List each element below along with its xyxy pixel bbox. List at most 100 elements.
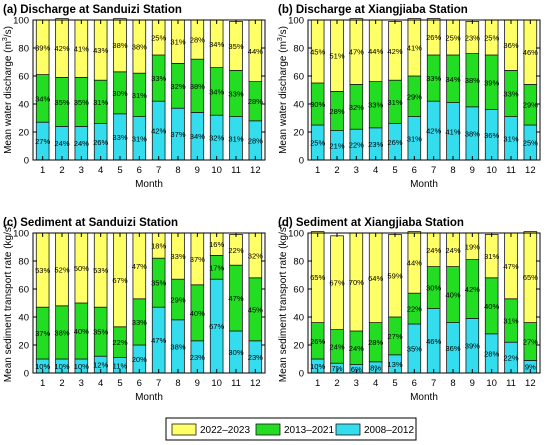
data-label: 13%	[387, 360, 402, 369]
y-axis-label-text: Mean sediment transport rate (kg/s)	[278, 224, 289, 382]
bar-segment	[407, 18, 422, 77]
data-label: 23%	[248, 353, 263, 362]
legend-label: 2008–2012	[364, 425, 414, 436]
data-label: 64%	[368, 274, 383, 283]
x-tick-label: 11	[506, 165, 516, 176]
data-label: 38%	[190, 82, 205, 91]
data-label: 67%	[209, 322, 224, 331]
y-tick-label: 20	[18, 341, 29, 352]
chart-panel-3: (c) Sediment at Sanduizi Station 10% 37% 5 3…	[3, 217, 266, 403]
legend-swatch	[255, 423, 281, 436]
data-label: 34%	[35, 94, 50, 103]
y-tick-label: 20	[18, 128, 29, 139]
data-label: 33%	[368, 101, 383, 110]
y-tick-label: 80	[18, 257, 29, 268]
x-tick-label: 4	[98, 378, 103, 389]
data-label: 22%	[407, 305, 422, 314]
legend-label: 2013–2021	[284, 425, 334, 436]
data-label: 28%	[190, 36, 205, 45]
data-label: 23%	[465, 34, 480, 43]
data-label: 38%	[132, 43, 147, 52]
chart-title: (c) Sediment at Sanduizi Station	[3, 217, 178, 229]
x-tick-label: 5	[392, 378, 397, 389]
data-label: 32%	[248, 251, 263, 260]
data-label: 44%	[407, 258, 422, 267]
data-label: 26%	[310, 337, 325, 346]
x-tick-label: 4	[373, 165, 378, 176]
x-tick-label: 3	[79, 378, 84, 389]
plot-frame	[307, 19, 541, 161]
data-label: 38%	[54, 328, 69, 337]
bar-segment	[113, 18, 127, 73]
data-label: 40%	[74, 327, 89, 336]
x-tick-label: 6	[137, 165, 142, 176]
x-tick-label: 9	[470, 165, 475, 176]
x-tick-label: 12	[250, 378, 261, 389]
data-label: 47%	[151, 336, 166, 345]
y-axis-label-text: Mean water discharge (m	[278, 41, 289, 154]
data-label: 19%	[465, 242, 480, 251]
data-label: 32%	[170, 82, 185, 91]
data-label: 33%	[228, 90, 243, 99]
data-label: 10%	[54, 362, 69, 371]
data-label: 65%	[523, 273, 538, 282]
x-tick-label: 8	[175, 165, 180, 176]
data-label: 30%	[228, 348, 243, 357]
y-tick-label: 60	[18, 72, 29, 83]
data-label: 31%	[407, 134, 422, 143]
x-tick-label: 3	[354, 165, 359, 176]
plot-frame	[307, 232, 541, 374]
data-label: 27%	[387, 332, 402, 341]
y-axis-label-superscript: 3	[277, 37, 284, 41]
x-tick-label: 6	[412, 165, 417, 176]
data-label: 35%	[228, 42, 243, 51]
data-label: 33%	[132, 318, 147, 327]
data-label: 47%	[228, 294, 243, 303]
data-label: 32%	[209, 134, 224, 143]
x-tick-label: 7	[156, 378, 161, 389]
y-tick-label: 60	[293, 285, 304, 296]
data-label: 47%	[503, 262, 518, 271]
data-label: 36%	[484, 131, 499, 140]
data-label: 43%	[93, 46, 108, 55]
x-tick-label: 7	[156, 165, 161, 176]
plot-frame	[32, 19, 266, 161]
y-tick-label: 20	[293, 341, 304, 352]
legend: 2022–2023 2013–2021 2008–2012	[165, 417, 417, 441]
data-label: 46%	[523, 48, 538, 57]
data-label: 42%	[387, 47, 402, 56]
data-label: 35%	[151, 279, 166, 288]
x-tick-label: 5	[392, 165, 397, 176]
data-label: 25%	[484, 34, 499, 43]
data-label: 38%	[112, 41, 127, 50]
data-label: 33%	[151, 74, 166, 83]
data-label: 35%	[407, 345, 422, 354]
data-label: 59%	[387, 272, 402, 281]
data-label: 35%	[74, 98, 89, 107]
data-label: 33%	[426, 74, 441, 83]
data-label: 32%	[349, 103, 364, 112]
data-label: 33%	[503, 90, 518, 99]
data-label: 22%	[228, 246, 243, 255]
data-label: 16%	[209, 240, 224, 249]
data-label: 41%	[445, 127, 460, 136]
y-tick-label: 100	[13, 16, 29, 27]
x-tick-label: 5	[117, 378, 122, 389]
data-label: 39%	[484, 78, 499, 87]
x-tick-label: 11	[231, 165, 241, 176]
chart-panel-2: (b) Discharge at Xiangjiaba Station25%30…	[277, 4, 541, 190]
x-tick-label: 1	[315, 378, 320, 389]
data-label: 24%	[445, 246, 460, 255]
data-label: 27%	[523, 338, 538, 347]
x-axis-label: Month	[410, 179, 438, 190]
data-label: 31%	[132, 134, 147, 143]
data-label: 40%	[484, 302, 499, 311]
data-label: 37%	[190, 255, 205, 264]
y-tick-label: 40	[293, 100, 304, 111]
x-tick-label: 11	[231, 378, 241, 389]
data-label: 33%	[170, 252, 185, 261]
data-label: 42%	[465, 285, 480, 294]
data-label: 30%	[426, 284, 441, 293]
x-tick-label: 12	[525, 165, 536, 176]
data-label: 9%	[525, 363, 536, 372]
